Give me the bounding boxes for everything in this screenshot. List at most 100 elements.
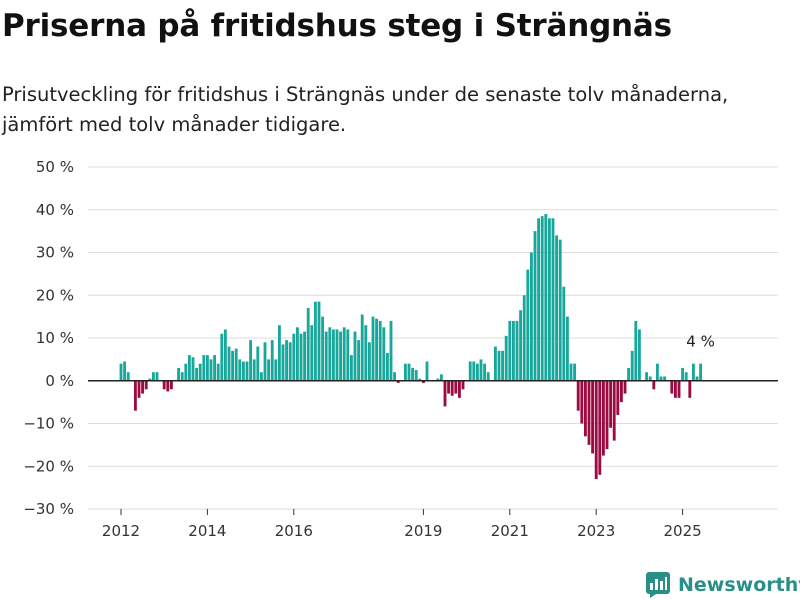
bar bbox=[576, 380, 580, 411]
bar bbox=[169, 380, 173, 390]
bar bbox=[414, 370, 418, 381]
bar bbox=[277, 325, 281, 381]
bar bbox=[141, 380, 145, 394]
bar bbox=[303, 331, 307, 381]
bar bbox=[148, 378, 152, 381]
x-tick-label: 2019 bbox=[404, 522, 442, 540]
bar bbox=[270, 340, 274, 381]
x-tick-label: 2021 bbox=[491, 522, 529, 540]
bar bbox=[346, 329, 350, 381]
bar bbox=[587, 380, 591, 445]
bar bbox=[681, 367, 685, 381]
bar bbox=[252, 359, 256, 381]
bar bbox=[177, 367, 181, 381]
bar bbox=[267, 359, 271, 381]
y-tick-label: −30 % bbox=[23, 500, 74, 518]
bar bbox=[339, 331, 343, 381]
bar-chart-logo-icon bbox=[646, 572, 670, 598]
y-tick-label: 50 % bbox=[36, 158, 74, 176]
bar bbox=[249, 340, 253, 381]
bar bbox=[259, 372, 263, 381]
bar bbox=[256, 346, 260, 381]
bar bbox=[371, 316, 375, 381]
bar bbox=[591, 380, 595, 454]
bar bbox=[335, 329, 339, 381]
bar bbox=[198, 363, 202, 381]
bar bbox=[648, 376, 652, 381]
bar bbox=[123, 361, 127, 381]
bar bbox=[670, 380, 674, 394]
bar bbox=[504, 335, 508, 381]
bar bbox=[457, 380, 461, 398]
y-tick-label: 30 % bbox=[36, 244, 74, 262]
bar bbox=[421, 380, 425, 383]
bar bbox=[137, 380, 141, 398]
bar bbox=[475, 363, 479, 381]
bar bbox=[659, 376, 663, 381]
bar bbox=[195, 367, 199, 381]
bar bbox=[544, 214, 548, 381]
bar bbox=[292, 333, 296, 381]
bar bbox=[619, 380, 623, 403]
bar bbox=[317, 301, 321, 381]
bar bbox=[191, 357, 195, 381]
bar bbox=[623, 380, 627, 394]
bar bbox=[439, 374, 443, 381]
bar bbox=[645, 372, 649, 381]
bar bbox=[324, 331, 328, 381]
bar bbox=[551, 218, 555, 381]
y-tick-label: −20 % bbox=[23, 457, 74, 475]
y-tick-label: 0 % bbox=[45, 372, 74, 390]
bar bbox=[573, 363, 577, 381]
bar bbox=[187, 355, 191, 381]
y-tick-label: 10 % bbox=[36, 329, 74, 347]
x-tick-label: 2012 bbox=[102, 522, 140, 540]
bar bbox=[447, 380, 451, 394]
brand-name: Newsworthy bbox=[678, 574, 800, 596]
bar bbox=[220, 333, 224, 381]
bar bbox=[555, 235, 559, 381]
bar bbox=[443, 380, 447, 407]
bar bbox=[396, 380, 400, 383]
bar bbox=[144, 380, 148, 390]
newsworthy-brand: Newsworthy bbox=[646, 570, 800, 600]
bar bbox=[684, 372, 688, 381]
bar bbox=[612, 380, 616, 441]
bar bbox=[385, 352, 389, 381]
bar bbox=[227, 346, 231, 381]
bar bbox=[288, 342, 292, 381]
bar bbox=[285, 340, 289, 381]
chart-subtitle: Prisutveckling för fritidshus i Strängnä… bbox=[2, 83, 729, 136]
bar bbox=[605, 380, 609, 450]
bar bbox=[162, 380, 166, 390]
bar bbox=[547, 218, 551, 381]
bar bbox=[382, 327, 386, 381]
bar bbox=[299, 333, 303, 381]
bar bbox=[519, 310, 523, 381]
bar bbox=[627, 367, 631, 381]
bar bbox=[313, 301, 317, 381]
bar bbox=[375, 318, 379, 381]
bar bbox=[274, 359, 278, 381]
y-tick-label: 20 % bbox=[36, 286, 74, 304]
bar bbox=[231, 350, 235, 381]
y-tick-label: −10 % bbox=[23, 415, 74, 433]
bar bbox=[213, 355, 217, 381]
bar bbox=[695, 376, 699, 381]
bar bbox=[238, 359, 242, 381]
bar bbox=[234, 348, 238, 381]
bar bbox=[565, 316, 569, 381]
bar bbox=[663, 376, 667, 381]
x-tick-label: 2016 bbox=[275, 522, 313, 540]
bar bbox=[630, 350, 634, 381]
bar bbox=[349, 355, 353, 381]
bar bbox=[378, 320, 382, 381]
bar bbox=[216, 363, 220, 381]
bar bbox=[450, 380, 454, 396]
bar bbox=[562, 286, 566, 381]
bar bbox=[540, 216, 544, 381]
bar bbox=[486, 372, 490, 381]
bar bbox=[209, 359, 213, 381]
bar bbox=[652, 380, 656, 390]
